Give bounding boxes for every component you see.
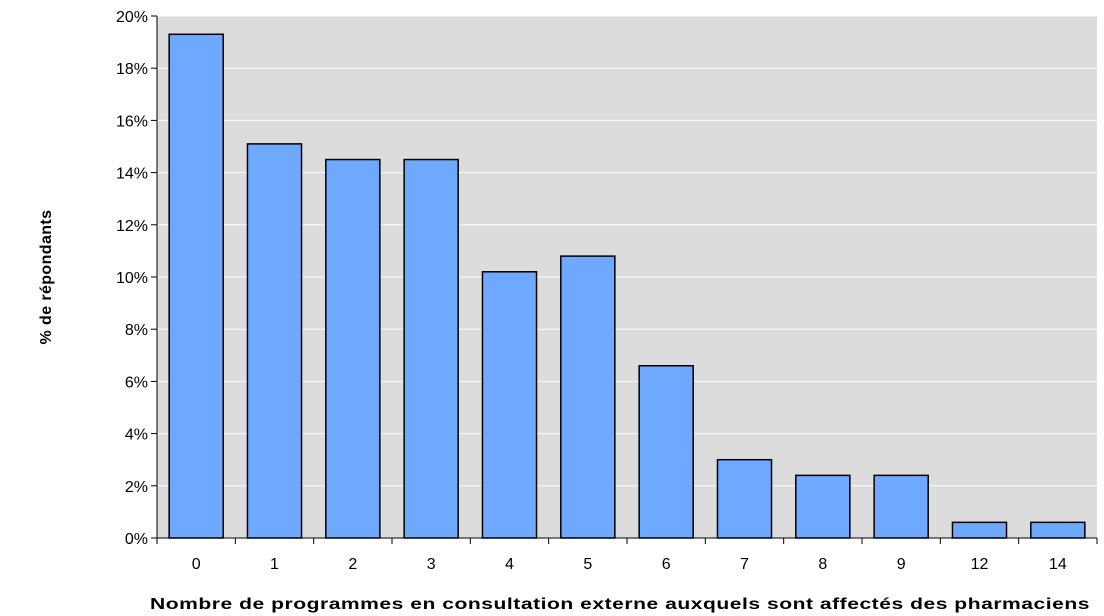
bar-0 (168, 33, 224, 539)
bars (168, 33, 1086, 539)
bar-12 (951, 521, 1008, 539)
x-axis-ticks: 0 1 2 3 4 5 6 7 8 9 12 14 (156, 538, 1098, 573)
bar-1 (246, 143, 303, 539)
y-tick-label: 2% (125, 479, 148, 496)
bar-9 (873, 474, 929, 539)
x-tick-label: 4 (505, 556, 514, 573)
bar-7 (716, 458, 773, 539)
y-axis-title: % de répondants (38, 210, 55, 345)
bar-8 (795, 474, 851, 539)
x-tick-label: 3 (427, 556, 436, 573)
x-tick-label: 14 (1049, 556, 1067, 573)
y-tick-label: 20% (116, 9, 148, 26)
x-tick-label: 9 (897, 556, 906, 573)
y-tick-label: 6% (125, 374, 148, 391)
x-tick-label: 7 (740, 556, 749, 573)
bar-2 (325, 158, 381, 539)
x-tick-label: 2 (348, 556, 357, 573)
bar-5 (560, 255, 616, 539)
bar-14 (1030, 521, 1086, 539)
x-tick-label: 6 (662, 556, 671, 573)
x-tick-label: 1 (270, 556, 279, 573)
gridlines (157, 15, 1097, 487)
y-tick-label: 0% (125, 531, 148, 548)
x-axis-title: Nombre de programmes en consultation ext… (150, 596, 1090, 613)
y-tick-label: 4% (125, 427, 148, 444)
x-tick-label: 5 (583, 556, 592, 573)
bar-3 (403, 158, 459, 539)
y-tick-label: 14% (116, 166, 148, 183)
y-tick-label: 18% (116, 61, 148, 78)
y-tick-label: 16% (116, 113, 148, 130)
y-tick-label: 8% (125, 322, 148, 339)
x-tick-label: 8 (818, 556, 827, 573)
bar-4 (481, 271, 538, 539)
x-tick-label: 12 (971, 556, 989, 573)
x-tick-label: 0 (192, 556, 201, 573)
bar-6 (638, 364, 694, 539)
y-axis-ticks: 0% 2% 4% 6% 8% 10% 12% 14% 16% 18% 20% (116, 9, 157, 548)
y-tick-label: 12% (116, 218, 148, 235)
y-tick-label: 10% (116, 270, 148, 287)
